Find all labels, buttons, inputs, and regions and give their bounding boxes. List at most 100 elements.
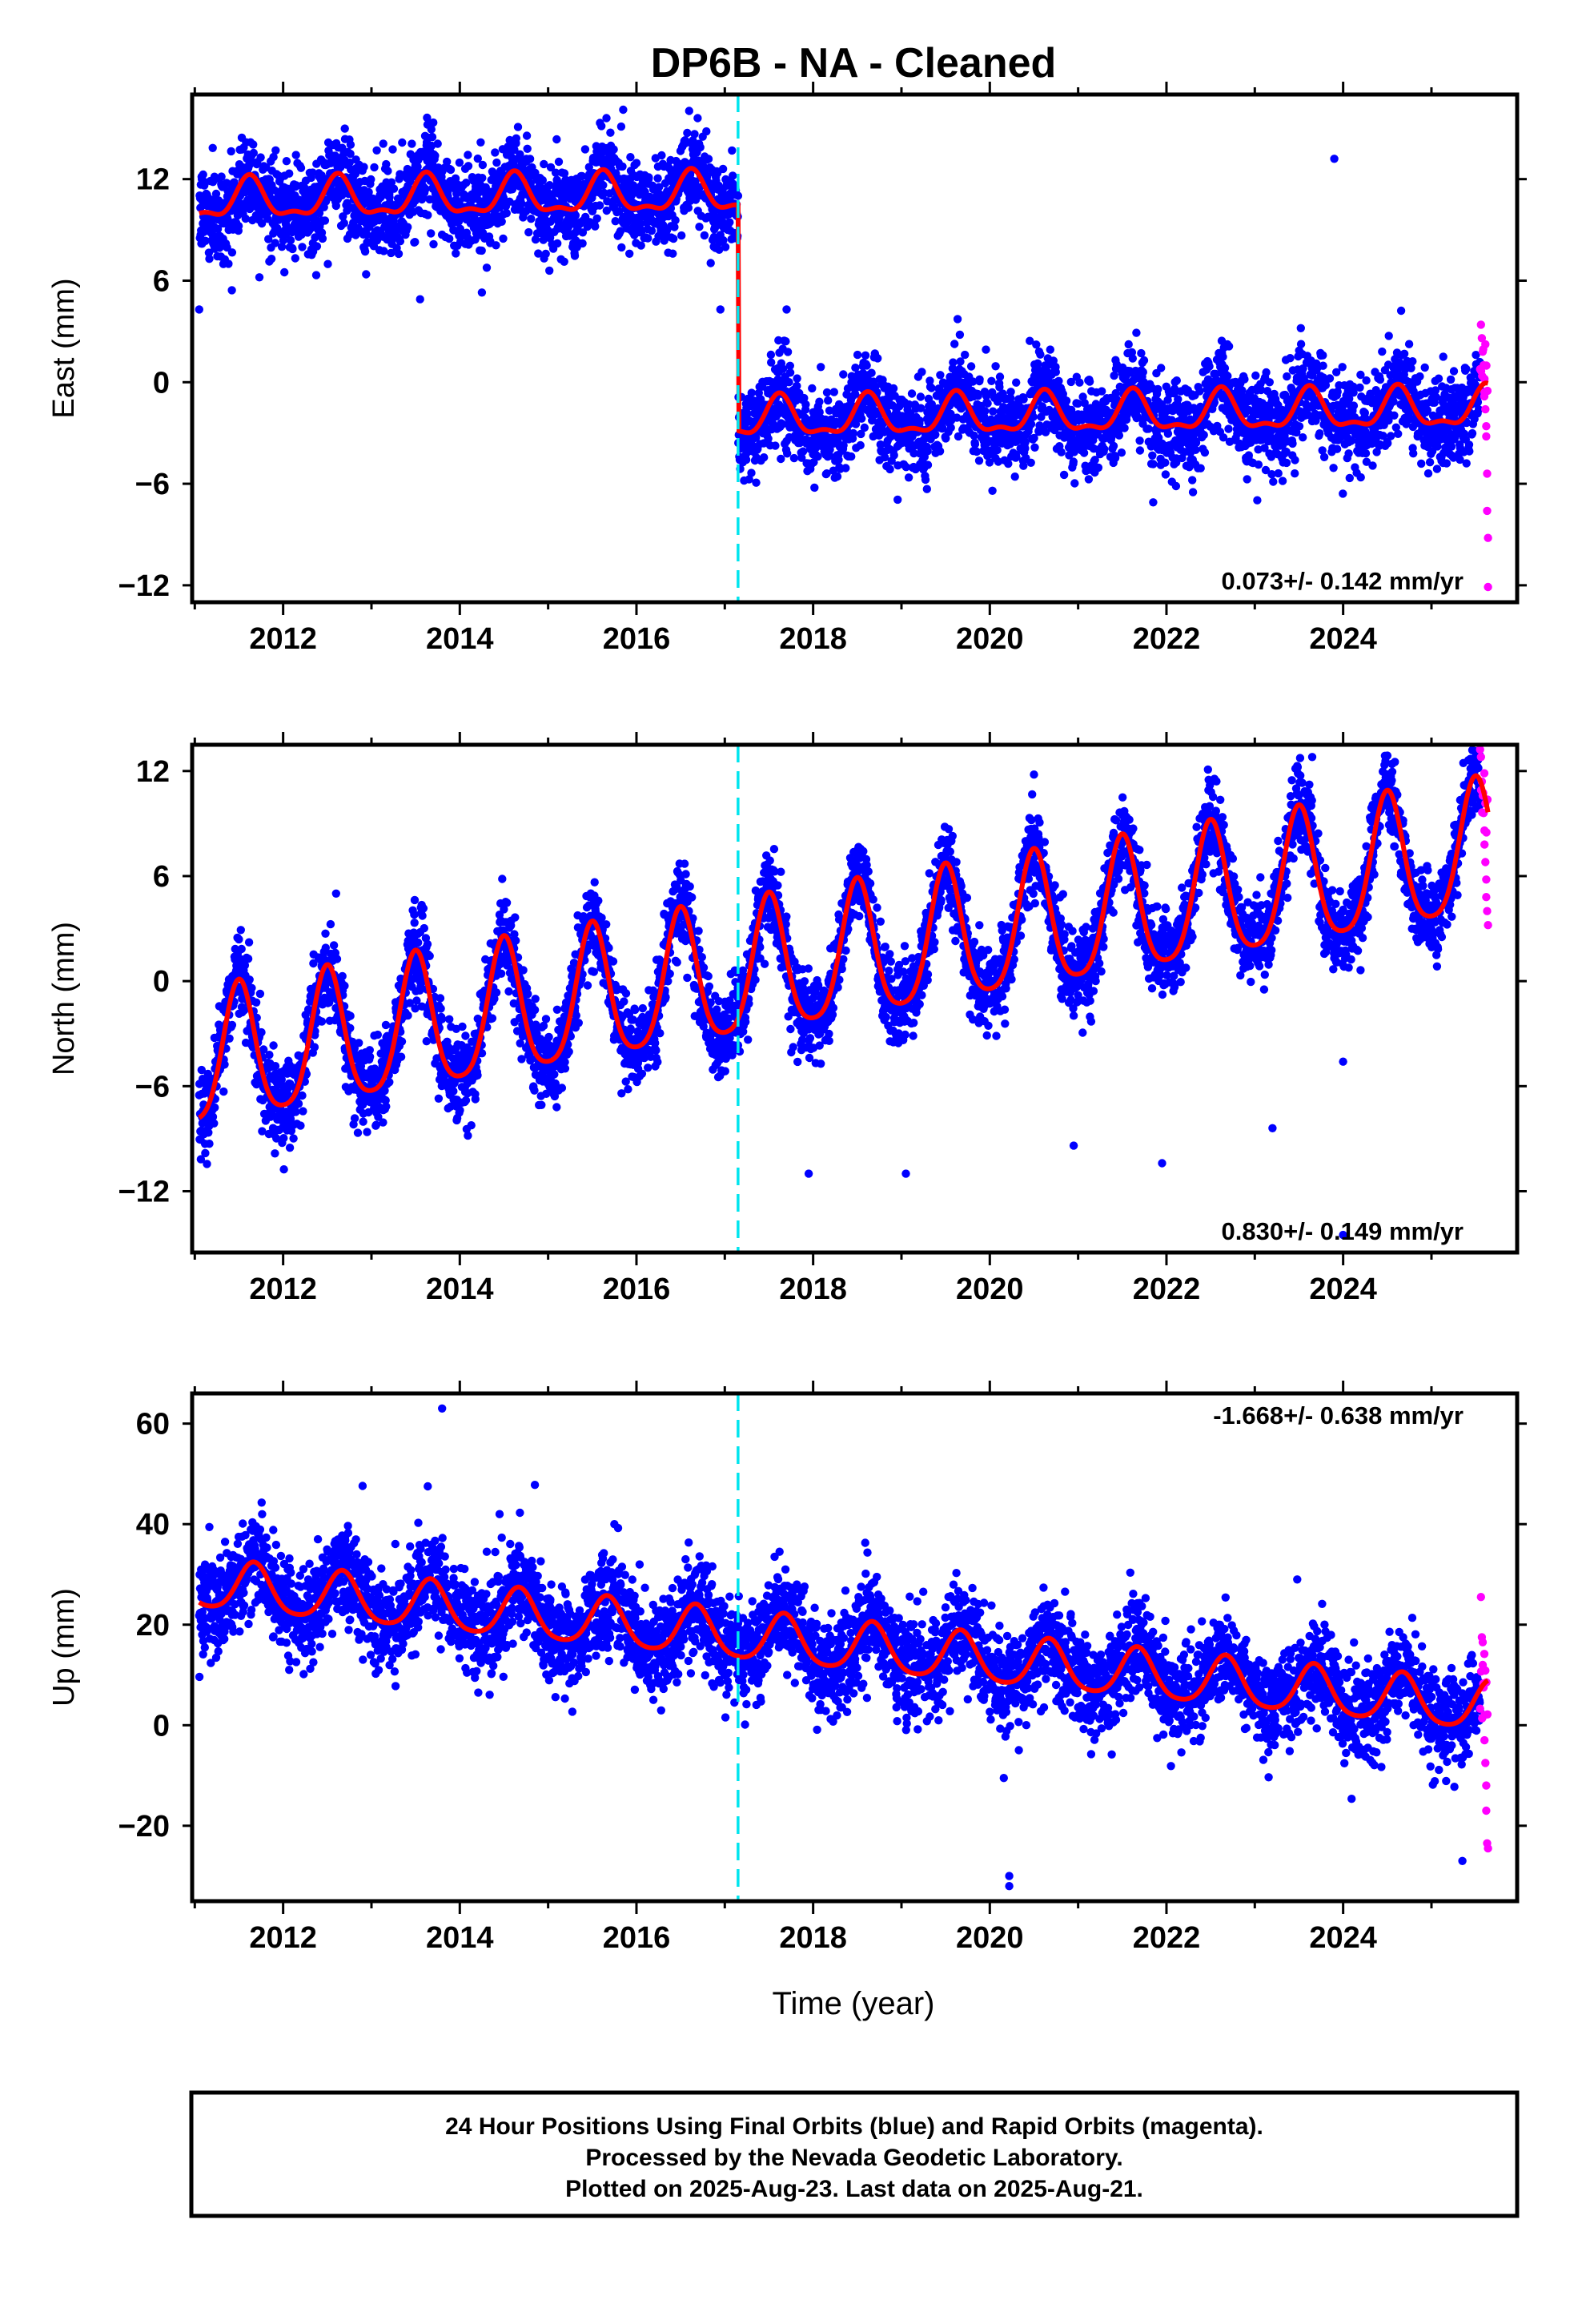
east-data-point (388, 145, 397, 154)
east-data-point (829, 388, 839, 396)
east-y-tick-label: 0 (153, 366, 170, 400)
east-data-point (277, 243, 287, 251)
east-data-point (810, 483, 819, 493)
east-data-point (241, 214, 250, 223)
east-data-point (1420, 363, 1429, 372)
east-data-point (1199, 430, 1208, 440)
east-y-axis-label: East (mm) (47, 278, 81, 418)
east-data-point (1417, 459, 1426, 468)
east-outlier-point (1330, 155, 1339, 163)
east-data-point (429, 239, 438, 249)
east-data-point (916, 392, 926, 401)
east-data-point (1138, 368, 1148, 376)
east-data-point (970, 440, 980, 448)
east-data-point (1251, 371, 1260, 380)
east-data-point (285, 169, 294, 178)
east-data-point (1006, 388, 1015, 396)
east-data-point (609, 145, 618, 154)
east-data-point (696, 143, 705, 152)
east-data-point (1288, 439, 1297, 448)
east-data-point (339, 219, 348, 227)
east-data-point (404, 223, 412, 231)
east-data-point (816, 363, 825, 372)
east-data-point (953, 315, 962, 324)
east-data-point (476, 138, 485, 147)
east-data-point (541, 249, 550, 259)
east-data-point (512, 134, 520, 143)
east-data-point (424, 211, 432, 219)
east-data-point (1408, 357, 1417, 366)
east-data-point (199, 170, 207, 179)
east-data-point (492, 158, 501, 167)
east-x-axis: 2012 2014 2016 2018 2020 2022 2024 (249, 622, 1377, 656)
east-data-point (1057, 448, 1066, 456)
east-data-point (1051, 368, 1061, 376)
east-data-point (1319, 351, 1327, 360)
east-data-point (1465, 447, 1474, 456)
east-data-point (955, 330, 965, 340)
east-data-point (499, 234, 508, 243)
east-data-point (1282, 458, 1291, 468)
east-data-point (834, 456, 843, 464)
east-data-point (815, 397, 824, 406)
east-data-point (966, 362, 976, 371)
east-data-point (527, 215, 536, 223)
east-data-point (269, 152, 278, 162)
east-outlier-point (477, 288, 487, 297)
east-data-point (729, 171, 737, 180)
east-data-point (421, 184, 430, 194)
east-data-point (616, 122, 626, 131)
east-data-point (1286, 354, 1295, 363)
east-data-point (847, 452, 856, 461)
east-data-point (995, 372, 1005, 381)
figure-title: DP6B - NA - Cleaned (651, 40, 1057, 86)
east-data-point (695, 223, 704, 231)
east-data-point (1383, 439, 1392, 448)
east-data-point (552, 135, 561, 144)
east-data-point (783, 348, 793, 356)
east-data-point (227, 147, 235, 156)
east-data-point (752, 478, 761, 487)
east-data-point (230, 178, 239, 187)
east-data-point (1407, 364, 1415, 372)
east-data-point (1362, 376, 1371, 385)
east-velocity-label: 0.073+/- 0.142 mm/yr (1222, 567, 1464, 595)
east-data-point (482, 263, 492, 272)
east-data-point (318, 234, 327, 243)
east-data-point (862, 361, 871, 370)
east-data-point (1274, 468, 1283, 478)
east-data-point (931, 430, 940, 439)
east-data-point (525, 155, 535, 163)
east-data-point (1447, 442, 1456, 451)
east-outlier-point (716, 305, 725, 314)
east-panel: 12 6 0 −6 −12 2012 2014 2016 2018 2020 2… (47, 82, 1527, 656)
east-data-point (961, 350, 970, 360)
east-data-point (781, 337, 790, 346)
east-data-point (1191, 445, 1200, 454)
east-data-point (408, 139, 416, 148)
east-data-point (1409, 449, 1418, 458)
east-data-point (227, 248, 237, 257)
east-data-point (249, 148, 258, 158)
east-data-point (599, 181, 608, 190)
east-data-point (264, 235, 273, 243)
east-data-point (1148, 451, 1157, 460)
east-data-point (1315, 429, 1324, 438)
east-data-point (523, 144, 532, 153)
east-x-tick-label: 2012 (249, 622, 317, 656)
east-data-point (1254, 460, 1263, 469)
east-data-point (1368, 461, 1377, 470)
east-data-point (747, 468, 756, 477)
east-x-tick-label: 2022 (1133, 622, 1201, 656)
east-data-point (1319, 361, 1327, 370)
east-outlier-point (619, 105, 628, 115)
east-data-point (1262, 368, 1271, 377)
east-data-point (282, 157, 291, 166)
east-data-point (445, 234, 454, 243)
east-data-point (271, 239, 279, 247)
east-data-point (606, 128, 615, 137)
east-data-point (1399, 349, 1409, 358)
east-data-point (1026, 420, 1036, 428)
east-data-point (1355, 383, 1364, 392)
east-data-point (346, 140, 355, 149)
